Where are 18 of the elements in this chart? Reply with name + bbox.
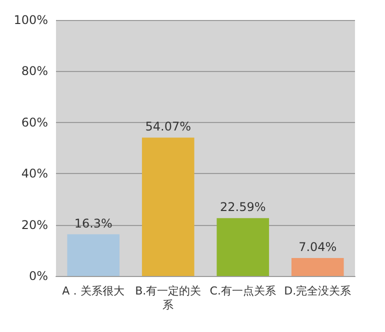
- x-tick-label: D.完全没关系: [284, 284, 352, 298]
- y-tick-label: 40%: [21, 166, 48, 181]
- data-label: 22.59%: [220, 200, 266, 214]
- y-tick-label: 80%: [21, 64, 48, 78]
- bar: [216, 218, 270, 276]
- x-tick-label: C.有一点关系: [210, 284, 276, 298]
- data-label: 7.04%: [298, 240, 337, 254]
- x-tick-label: A．关系很大: [62, 284, 125, 298]
- y-tick-label: 0%: [28, 269, 48, 283]
- x-tick-label: B.有一定的关系: [135, 284, 202, 312]
- bar: [291, 258, 344, 276]
- y-tick-label: 100%: [14, 13, 48, 27]
- data-label: 16.3%: [74, 216, 112, 230]
- bar: [67, 234, 120, 276]
- y-tick-label: 20%: [21, 218, 48, 232]
- y-tick-label: 60%: [21, 115, 48, 130]
- bar: [142, 138, 194, 276]
- data-label: 54.07%: [145, 120, 192, 134]
